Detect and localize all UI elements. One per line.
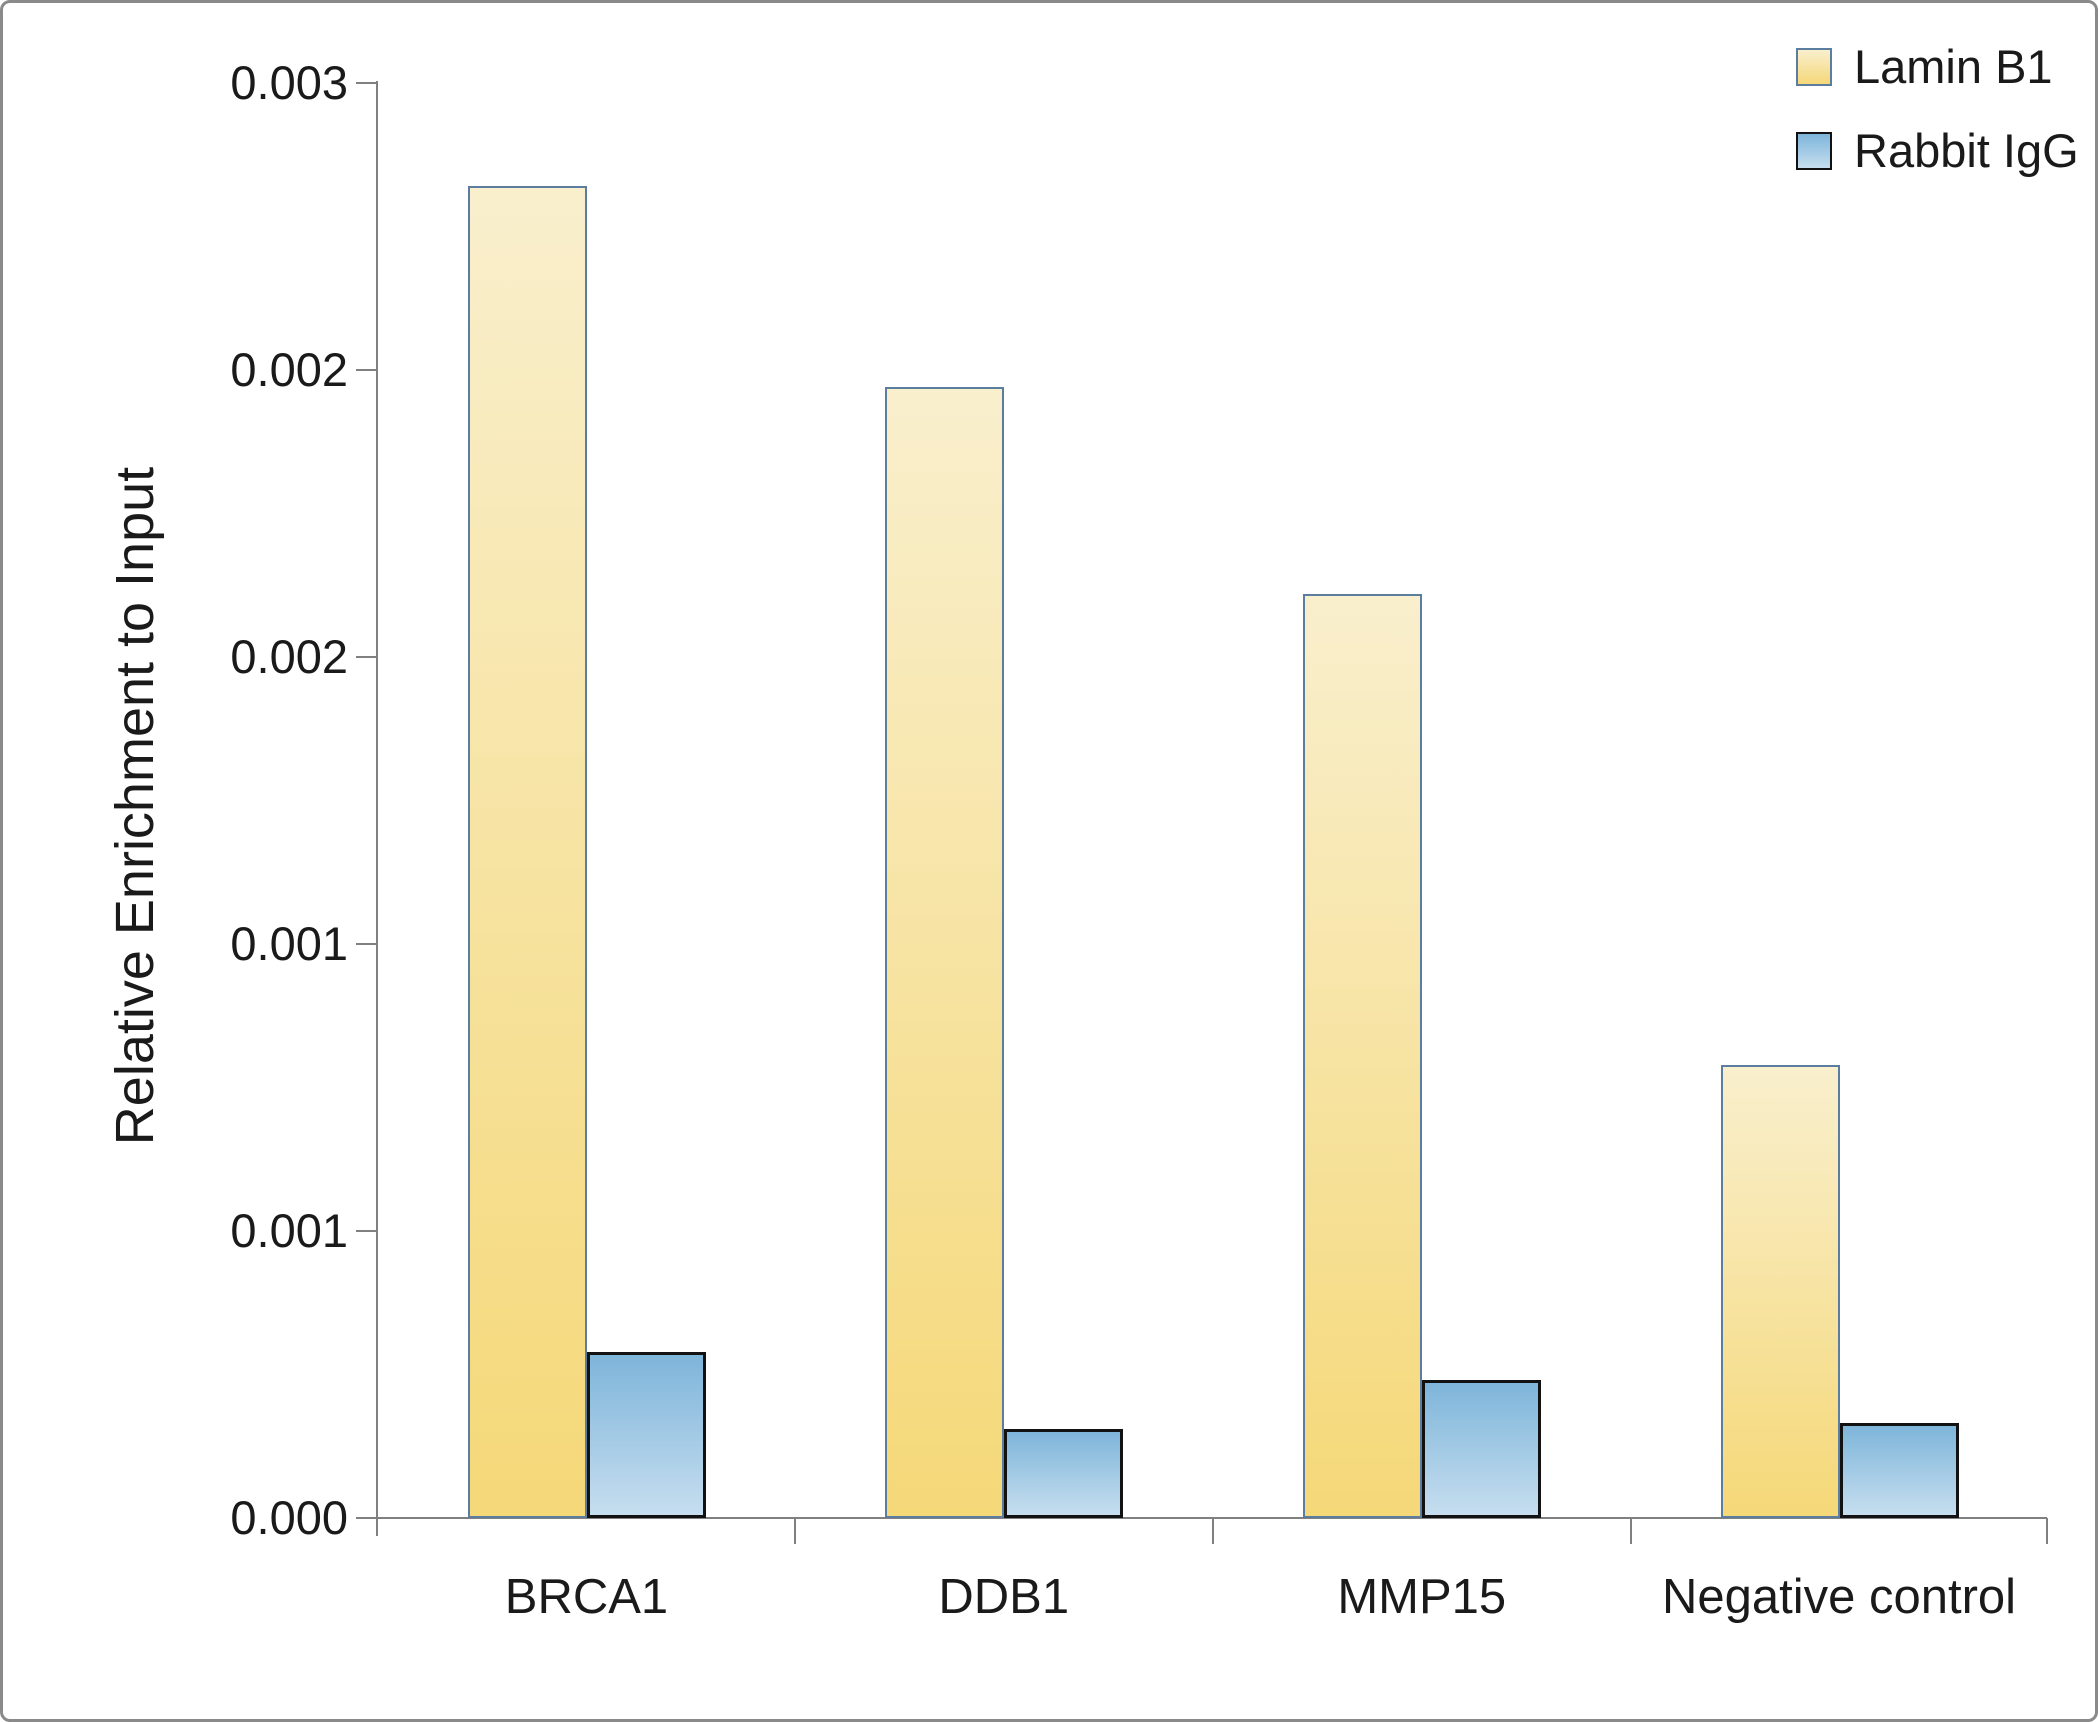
x-axis-category-label: Negative control: [1661, 1570, 2017, 1624]
x-axis-tick: [794, 1518, 796, 1544]
x-axis-category-label: BRCA1: [504, 1570, 669, 1624]
x-axis-tick: [1630, 1518, 1632, 1544]
y-axis-tick: [356, 369, 376, 371]
y-axis-tick-label: 0.001: [230, 1204, 348, 1257]
y-axis-tick: [356, 1230, 376, 1232]
bar-lamin-b1-negative-control: [1721, 1065, 1840, 1518]
bar-rabbit-igg-mmp15: [1422, 1380, 1541, 1518]
y-axis-tick: [356, 943, 376, 945]
bar-rabbit-igg-negative-control: [1840, 1423, 1959, 1518]
x-axis-tick: [1211, 1518, 1214, 1544]
bar-rabbit-igg-brca1: [587, 1352, 706, 1518]
y-axis-line: [376, 81, 378, 1536]
y-axis-tick: [356, 656, 376, 658]
legend-label: Rabbit IgG: [1854, 124, 2079, 177]
y-axis-tick-label: 0.001: [230, 917, 348, 970]
legend-swatch-lamin-b1-icon: [1796, 47, 1832, 86]
y-axis-tick: [356, 1517, 376, 1519]
y-axis-tick-label: 0.000: [230, 1491, 348, 1544]
legend-label: Lamin B1: [1854, 40, 2053, 93]
x-axis-tick: [2046, 1518, 2048, 1544]
x-axis-category-label: DDB1: [938, 1570, 1070, 1624]
y-axis-tick-label: 0.002: [230, 630, 348, 683]
legend-item-lamin-b1: Lamin B1: [1796, 39, 2053, 94]
legend-item-rabbit-igg: Rabbit IgG: [1796, 123, 2079, 178]
bar-rabbit-igg-ddb1: [1004, 1429, 1123, 1518]
y-axis-tick-label: 0.002: [230, 343, 348, 396]
y-axis-tick: [356, 82, 376, 84]
x-axis-category-label: MMP15: [1337, 1570, 1507, 1624]
bar-lamin-b1-ddb1: [885, 387, 1004, 1518]
legend-swatch-rabbit-igg-icon: [1796, 131, 1832, 170]
bar-lamin-b1-mmp15: [1303, 594, 1422, 1518]
y-axis-title: Relative Enrichment to Input: [105, 466, 165, 1146]
y-axis-tick-label: 0.003: [230, 56, 348, 109]
bar-lamin-b1-brca1: [468, 186, 587, 1518]
